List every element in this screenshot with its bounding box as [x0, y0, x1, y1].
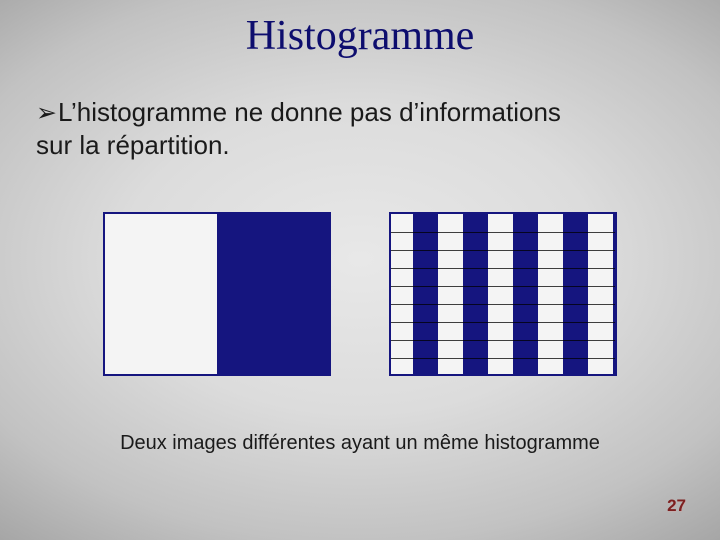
gridline: [391, 232, 615, 233]
figure-caption: Deux images différentes ayant un même hi…: [0, 432, 720, 455]
gridline: [391, 322, 615, 323]
stripe: [563, 214, 588, 374]
bullet-paragraph: ➢L’histogramme ne donne pas d’informatio…: [36, 96, 686, 162]
gridline: [391, 340, 615, 341]
example-image-right: [389, 212, 617, 376]
figure-row: [0, 212, 720, 376]
gridline: [391, 268, 615, 269]
stripe: [413, 214, 438, 374]
stripe: [463, 214, 488, 374]
stripe: [513, 214, 538, 374]
example-image-left: [103, 212, 331, 376]
right-half-navy: [217, 214, 329, 374]
bullet-text-line1: L’histogramme ne donne pas d’information…: [58, 97, 561, 127]
slide-title: Histogramme: [0, 12, 720, 60]
page-number: 27: [667, 496, 686, 516]
bullet-text-line2: sur la répartition.: [36, 130, 230, 160]
left-half-white: [105, 214, 217, 374]
gridline: [391, 286, 615, 287]
chevron-icon: ➢: [36, 99, 56, 127]
stripe: [613, 214, 615, 374]
gridline: [391, 358, 615, 359]
gridline: [391, 250, 615, 251]
gridline: [391, 304, 615, 305]
